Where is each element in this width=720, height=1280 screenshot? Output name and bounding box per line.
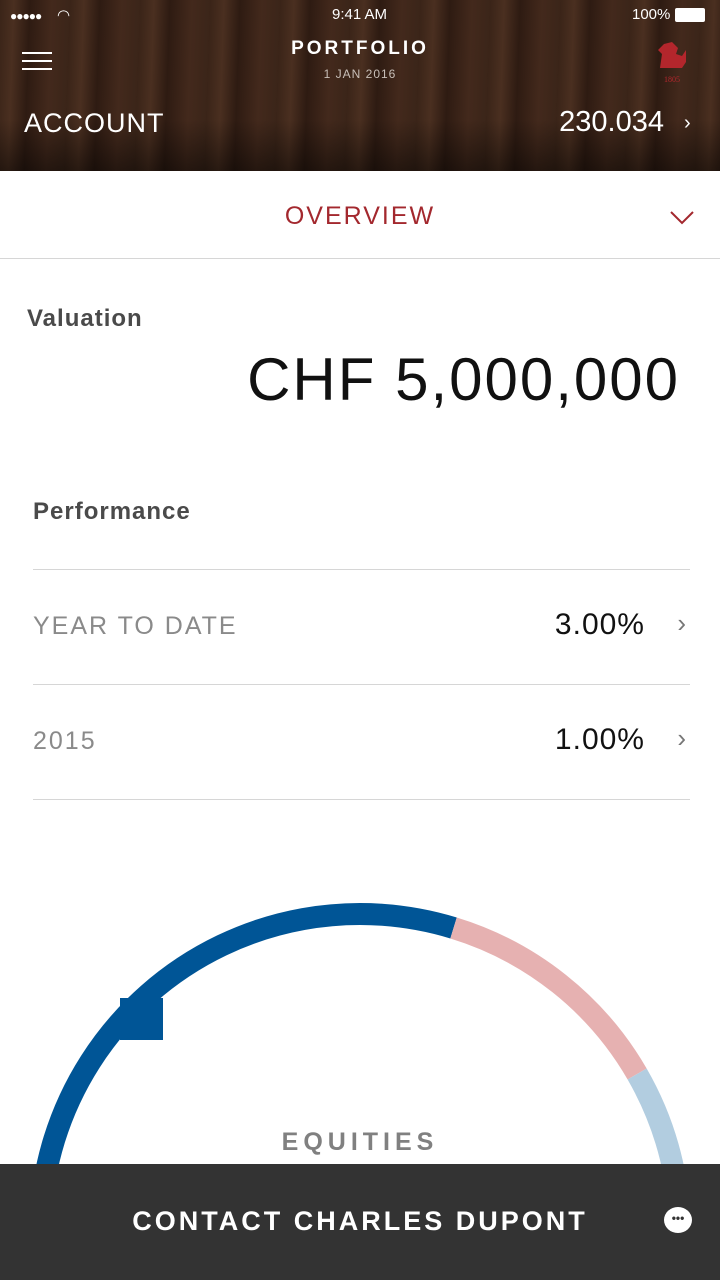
account-label[interactable]: ACCOUNT: [24, 108, 165, 138]
row-label: YEAR TO DATE: [33, 612, 238, 640]
chat-bubble-icon: •••: [664, 1207, 692, 1233]
overview-dropdown[interactable]: OVERVIEW: [0, 171, 720, 259]
contact-button[interactable]: CONTACT CHARLES DUPONT •••: [0, 1164, 720, 1280]
performance-label: Performance: [33, 498, 191, 525]
battery-icon: [675, 8, 705, 22]
page-title: PORTFOLIO: [291, 38, 429, 59]
valuation-amount: CHF 5,000,000: [247, 346, 680, 413]
row-value: 3.00%: [554, 608, 645, 641]
allocation-label: EQUITIES: [281, 1128, 439, 1156]
page-date: 1 JAN 2016: [323, 67, 397, 81]
donut-segment-pink[interactable]: [450, 917, 647, 1080]
contact-label: CONTACT CHARLES DUPONT: [132, 1206, 588, 1236]
row-value: 1.00%: [554, 723, 645, 756]
battery-percent: 100%: [632, 6, 671, 23]
header: ●●●●● ◠ 9:41 AM 100% PORTFOLIO 1 JAN 201…: [0, 0, 720, 171]
chevron-right-icon: ›: [677, 608, 686, 638]
wifi-icon: ◠: [57, 7, 71, 24]
signal-icon: ●●●●●: [10, 9, 42, 23]
overview-label: OVERVIEW: [284, 202, 436, 230]
row-label: 2015: [33, 727, 97, 755]
performance-row-2015[interactable]: 2015 1.00% ›: [33, 684, 690, 800]
lion-logo: 1805: [652, 40, 692, 84]
valuation-label: Valuation: [27, 305, 143, 332]
status-time: 9:41 AM: [332, 6, 388, 23]
performance-row-ytd[interactable]: YEAR TO DATE 3.00% ›: [33, 569, 690, 684]
menu-icon[interactable]: [22, 52, 52, 70]
chevron-right-icon[interactable]: ›: [684, 112, 691, 134]
chevron-down-icon: [670, 211, 694, 225]
account-number[interactable]: 230.034: [559, 106, 664, 138]
donut-marker: [120, 998, 163, 1040]
chevron-right-icon: ›: [677, 723, 686, 753]
